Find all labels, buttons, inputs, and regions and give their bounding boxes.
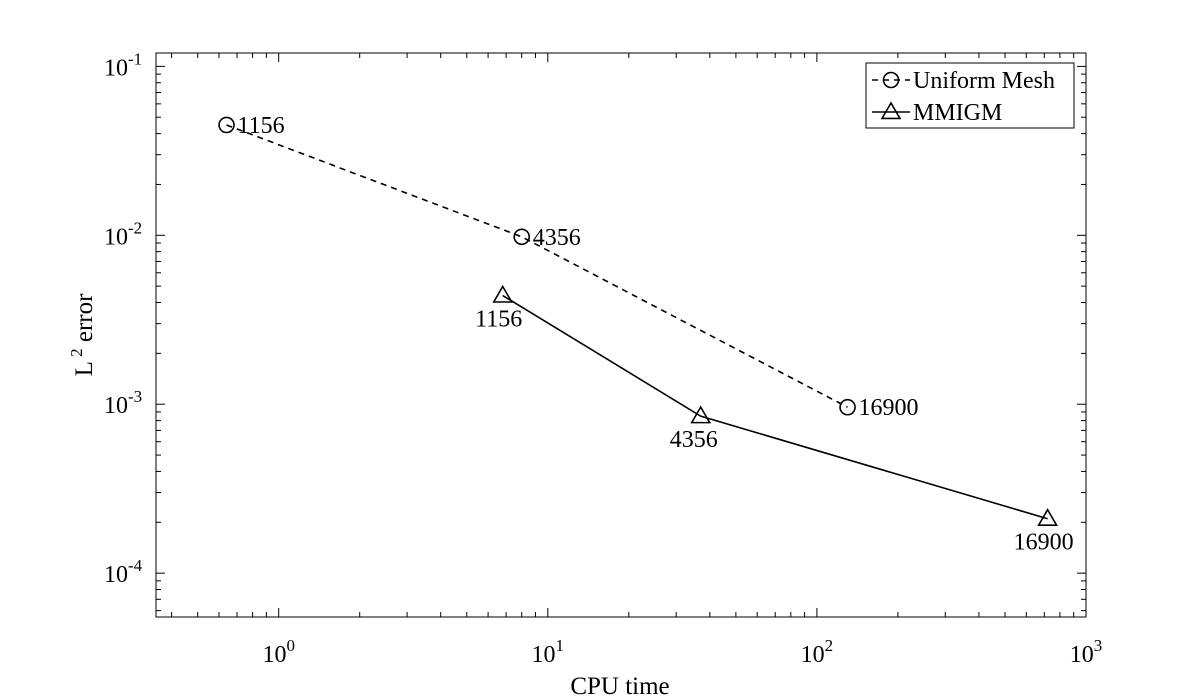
legend-entry-label: MMIGM — [913, 100, 1002, 126]
series-layer — [218, 116, 1058, 526]
legend-triangle-marker — [880, 101, 902, 120]
data-label: 16900 — [859, 395, 919, 421]
data-label: 4356 — [533, 225, 581, 251]
circle-marker — [839, 398, 856, 416]
legend-entry-label: Uniform Mesh — [913, 68, 1055, 94]
triangle-marker — [1037, 508, 1058, 526]
series-line-mmigm — [502, 294, 1048, 520]
x-tick-label: 103 — [1070, 636, 1103, 668]
legend: Uniform Mesh MMIGM — [865, 62, 1075, 129]
x-tick-label: 102 — [801, 636, 834, 668]
series-line-uniform-mesh — [226, 124, 848, 408]
legend-circle-marker — [882, 71, 900, 89]
data-label: 1156 — [238, 113, 285, 139]
axes: 100 101 102 103 10-4 10-3 10-2 10-1 CPU time L 2 … — [67, 49, 1102, 700]
x-axis-label: CPU time — [570, 673, 669, 700]
data-label: 16900 — [1014, 530, 1074, 556]
circle-marker — [513, 228, 531, 246]
plot-frame — [155, 52, 1087, 618]
x-tick-label: 100 — [262, 636, 295, 668]
data-labels-layer: 1156 4356 16900 1156 4356 16900 — [238, 113, 1074, 556]
triangle-marker — [492, 284, 514, 303]
x-tick-label: 101 — [532, 636, 565, 668]
triangle-marker — [690, 405, 712, 424]
y-axis-label: L 2 error — [67, 293, 98, 377]
y-tick-label: 10-3 — [104, 387, 142, 419]
y-tick-label: 10-2 — [104, 218, 142, 250]
y-tick-label: 10-1 — [104, 49, 142, 81]
y-tick-label: 10-4 — [104, 556, 143, 588]
legend-box — [865, 62, 1075, 129]
data-label: 1156 — [475, 307, 522, 333]
circle-marker — [218, 116, 235, 134]
data-label: 4356 — [670, 427, 718, 453]
